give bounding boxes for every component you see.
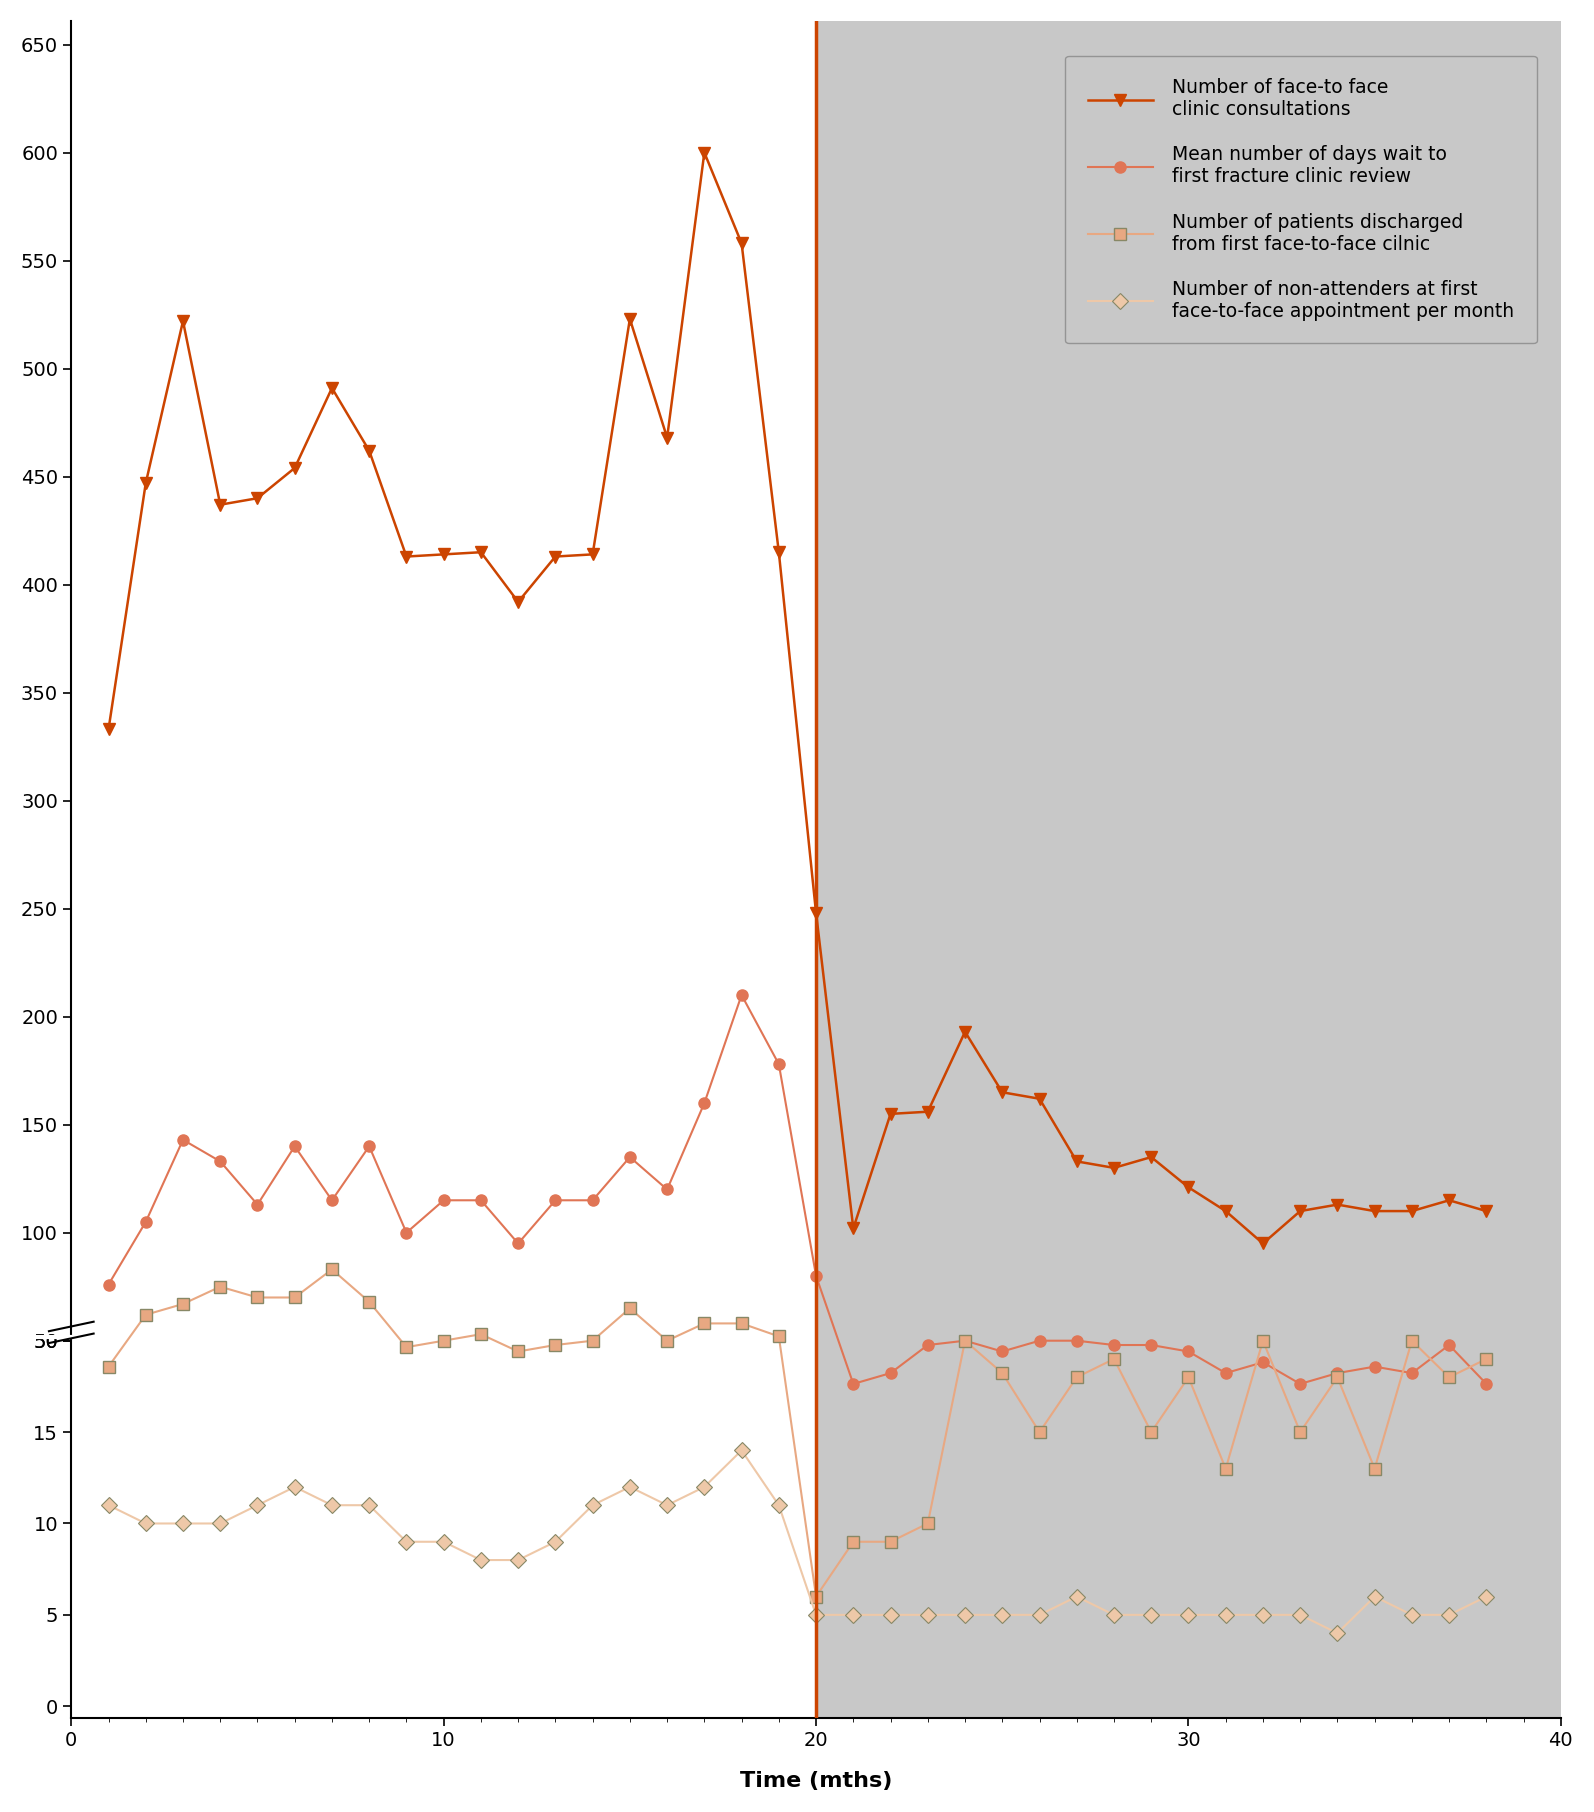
- Bar: [816, 20, 1561, 1718]
- Legend: Number of face-to face
clinic consultations, Mean number of days wait to
first f: Number of face-to face clinic consultati…: [1065, 56, 1537, 344]
- X-axis label: Time (mths): Time (mths): [740, 1770, 893, 1792]
